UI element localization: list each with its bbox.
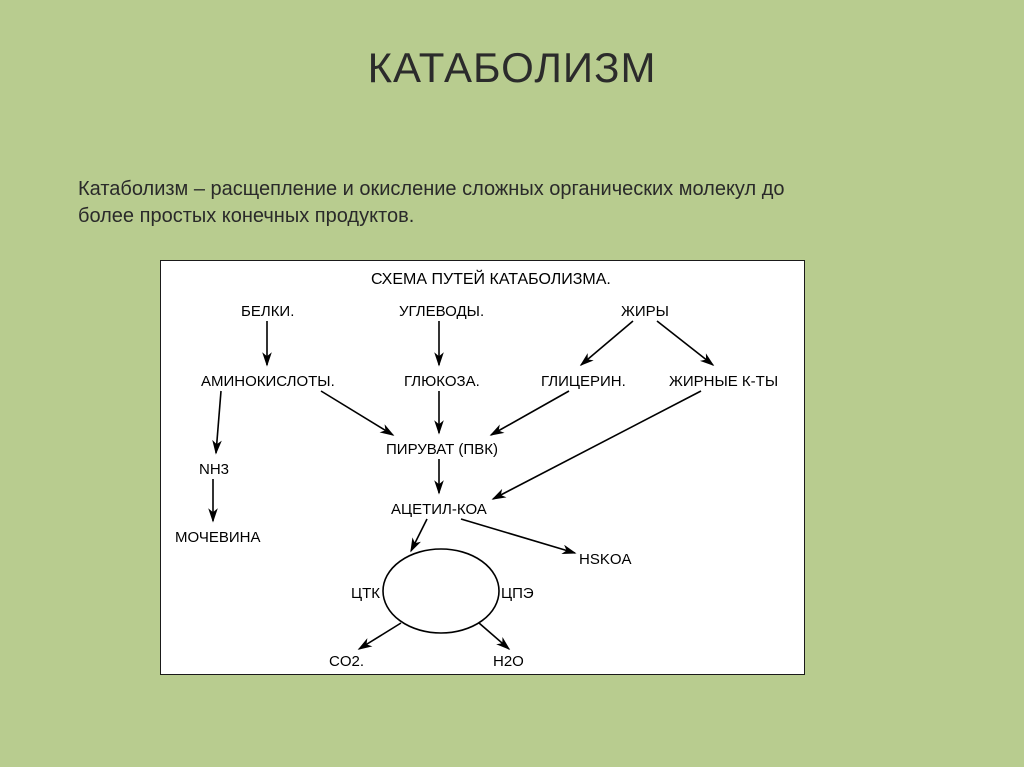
node-acetyl: АЦЕТИЛ-КОА [391, 501, 487, 518]
node-cpe: ЦПЭ [501, 585, 534, 602]
node-ctk: ЦТК [351, 585, 380, 602]
diagram-arrows [161, 261, 804, 674]
edge-fatty_b [493, 391, 701, 499]
edge-amino_b [216, 391, 221, 453]
node-amino: АМИНОКИСЛОТЫ. [201, 373, 335, 390]
diagram-panel: СХЕМА ПУТЕЙ КАТАБОЛИЗМА. БЕЛКИ. УГЛЕВОДЫ. Ж… [160, 260, 805, 675]
node-proteins: БЕЛКИ. [241, 303, 294, 320]
node-nh3: NH3 [199, 461, 229, 478]
edge-ell_br [479, 623, 509, 649]
node-pyruvate: ПИРУВАТ (ПВК) [386, 441, 498, 458]
node-header: СХЕМА ПУТЕЙ КАТАБОЛИЗМА. [371, 271, 611, 289]
edge-fats_l [581, 321, 633, 365]
definition-text: Катаболизм – расщепление и окисление сло… [78, 176, 838, 230]
node-hskoa: HSKOA [579, 551, 632, 568]
node-glucose: ГЛЮКОЗА. [404, 373, 480, 390]
edge-ell_bl [359, 623, 401, 649]
cycle-ellipse [383, 549, 499, 633]
node-fattyacids: ЖИРНЫЕ К-ТЫ [669, 373, 778, 390]
edge-acetyl_bl [411, 519, 427, 551]
slide-title: КАТАБОЛИЗМ [0, 44, 1024, 92]
edge-glycerol_b [491, 391, 569, 435]
node-h2o: H2O [493, 653, 524, 670]
node-fats: ЖИРЫ [621, 303, 669, 320]
node-co2: CO2. [329, 653, 364, 670]
node-urea: МОЧЕВИНА [175, 529, 260, 546]
edge-acetyl_br [461, 519, 575, 553]
edge-amino_r [321, 391, 393, 435]
edge-fats_r [657, 321, 713, 365]
node-carbs: УГЛЕВОДЫ. [399, 303, 484, 320]
node-glycerol: ГЛИЦЕРИН. [541, 373, 626, 390]
